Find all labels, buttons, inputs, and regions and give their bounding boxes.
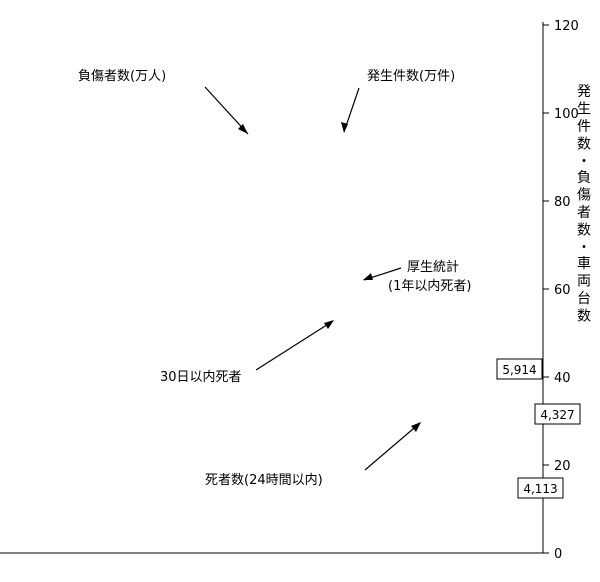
right-axis-title: 発生件数・負傷者数・車両台数 [577,84,591,325]
right-axis-title-char-11: 両 [577,274,591,290]
label-injured: 負傷者数(万人) [78,69,166,84]
right-axis-title-char-9: ・ [577,240,591,256]
y-tick-label-80: 80 [554,195,571,210]
y-tick-label-0: 0 [554,547,562,562]
arrow-24h-head [411,422,421,432]
right-axis-title-char-2: 件 [577,119,591,135]
tick-layer: 0204060801001205560平元510152025 [543,19,579,562]
y-tick-label-120: 120 [554,19,579,34]
value-box-health [496,358,543,380]
arrow-incidents-head [341,122,348,133]
right-axis-title-char-1: 生 [577,102,591,118]
y-tick-label-60: 60 [554,283,571,298]
right-axis-title-char-7: 者 [577,205,591,221]
right-axis-title-char-12: 台 [577,291,591,307]
arrow-30day [255,320,334,371]
arrow-30day-head [324,320,334,329]
arrow-24h [364,422,421,471]
right-axis-title-char-5: 負 [577,170,591,186]
label-incidents: 発生件数(万件) [367,69,455,84]
y-tick-label-40: 40 [554,371,571,386]
annotations: 負傷者数(万人) 発生件数(万件) 厚生統計 (1年以内死者) 30日以内死者 … [78,69,581,499]
right-axis-title-text: 発生件数・負傷者数・車両台数 [577,84,591,325]
label-health-sub: (1年以内死者) [388,278,471,294]
right-axis-title-char-0: 発 [577,84,591,100]
arrow-injured-head [238,124,248,134]
right-axis-title-char-13: 数 [577,309,591,325]
label-24h: 死者数(24時間以内) [205,472,323,488]
value-box-24h [517,477,564,499]
value-health: 5,914 [502,363,536,377]
right-axis-title-char-3: 数 [577,137,591,153]
label-30day: 30日以内死者 [160,369,242,385]
value-30day: 4,327 [540,408,574,422]
arrow-injured [204,86,249,135]
right-axis-title-char-8: 数 [577,223,591,239]
y-tick-label-100: 100 [554,107,579,122]
right-axis-title-char-6: 傷 [577,188,591,204]
right-axis-title-char-4: ・ [577,154,591,170]
label-health: 厚生統計 [407,259,459,275]
value-box-30day [534,403,581,425]
y-tick-label-20: 20 [554,459,571,474]
right-axis-title-char-10: 車 [577,255,591,272]
value-24h: 4,113 [523,482,557,496]
arrow-health-head [363,273,373,280]
